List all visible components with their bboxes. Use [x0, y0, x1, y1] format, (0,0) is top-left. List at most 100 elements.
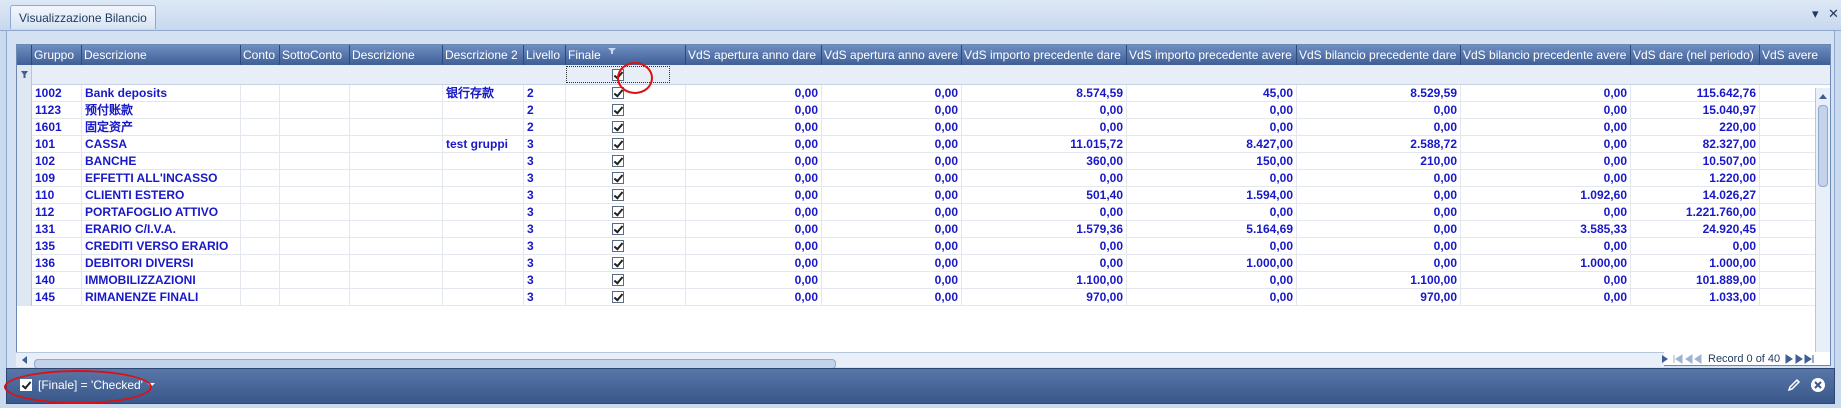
cell-descrizione2[interactable]: [443, 170, 524, 187]
cell-bil_prec_avere[interactable]: 0,00: [1461, 204, 1631, 221]
cell-bil_prec_dare[interactable]: 0,00: [1297, 255, 1461, 272]
cell-sottoconto[interactable]: [280, 187, 350, 204]
column-header-sottoconto[interactable]: SottoConto: [280, 45, 350, 65]
column-header-conto[interactable]: Conto: [241, 45, 280, 65]
cell-sottoconto[interactable]: [280, 255, 350, 272]
cell-imp_prec_avere[interactable]: 0,00: [1127, 289, 1297, 306]
cell-gruppo[interactable]: 135: [32, 238, 82, 255]
table-row[interactable]: 112 PORTAFOGLIO ATTIVO 3 0,00 0,00 0,00 0,00 0,…: [17, 204, 1830, 221]
nav-next-icon[interactable]: [1660, 354, 1670, 364]
cell-bil_prec_avere[interactable]: 0,00: [1461, 102, 1631, 119]
cell-descrizione_b[interactable]: [350, 255, 443, 272]
cell-apertura_avere[interactable]: 0,00: [822, 204, 962, 221]
cell-bil_prec_dare[interactable]: 0,00: [1297, 102, 1461, 119]
column-header-bil_prec_avere[interactable]: VdS bilancio precedente avere: [1461, 45, 1631, 65]
cell-livello[interactable]: 3: [524, 289, 566, 306]
finale-checkbox[interactable]: [612, 87, 624, 99]
cell-descrizione_b[interactable]: [350, 153, 443, 170]
cell-gruppo[interactable]: 112: [32, 204, 82, 221]
cell-imp_prec_avere[interactable]: 8.427,00: [1127, 136, 1297, 153]
cell-descrizione_b[interactable]: [350, 136, 443, 153]
clear-filter-icon[interactable]: [1810, 377, 1826, 393]
cell-gruppo[interactable]: 145: [32, 289, 82, 306]
cell-descrizione[interactable]: 固定资产: [82, 119, 241, 136]
cell-descrizione[interactable]: CREDITI VERSO ERARIO: [82, 238, 241, 255]
cell-apertura_dare[interactable]: 0,00: [686, 255, 822, 272]
cell-sottoconto[interactable]: [280, 289, 350, 306]
cell-livello[interactable]: 3: [524, 187, 566, 204]
cell-dare_periodo[interactable]: 101.889,00: [1631, 272, 1760, 289]
cell-dare_periodo[interactable]: 220,00: [1631, 119, 1760, 136]
finale-checkbox[interactable]: [612, 121, 624, 133]
column-header-bil_prec_dare[interactable]: VdS bilancio precedente dare: [1297, 45, 1461, 65]
cell-descrizione2[interactable]: 银行存款: [443, 85, 524, 102]
cell-livello[interactable]: 3: [524, 170, 566, 187]
cell-conto[interactable]: [241, 102, 280, 119]
cell-bil_prec_dare[interactable]: 0,00: [1297, 119, 1461, 136]
cell-bil_prec_avere[interactable]: 1.000,00: [1461, 255, 1631, 272]
cell-descrizione2[interactable]: [443, 272, 524, 289]
cell-apertura_avere[interactable]: 0,00: [822, 272, 962, 289]
cell-apertura_dare[interactable]: 0,00: [686, 238, 822, 255]
table-row[interactable]: 1002 Bank deposits 银行存款 2 0,00 0,00 8.574,59 45…: [17, 85, 1830, 102]
table-row[interactable]: 101 CASSA test gruppi 3 0,00 0,00 11.015,72 8.4…: [17, 136, 1830, 153]
cell-apertura_dare[interactable]: 0,00: [686, 85, 822, 102]
cell-descrizione[interactable]: BANCHE: [82, 153, 241, 170]
cell-apertura_dare[interactable]: 0,00: [686, 119, 822, 136]
cell-conto[interactable]: [241, 136, 280, 153]
cell-dare_periodo[interactable]: 24.920,45: [1631, 221, 1760, 238]
cell-conto[interactable]: [241, 170, 280, 187]
column-header-dare_periodo[interactable]: VdS dare (nel periodo): [1631, 45, 1760, 65]
column-header-apertura_avere[interactable]: VdS apertura anno avere: [822, 45, 962, 65]
row-indicator[interactable]: [17, 289, 32, 306]
cell-imp_prec_avere[interactable]: 1.594,00: [1127, 187, 1297, 204]
cell-dare_periodo[interactable]: 1.000,00: [1631, 255, 1760, 272]
column-header-descrizione2[interactable]: Descrizione 2: [443, 45, 524, 65]
cell-imp_prec_avere[interactable]: 150,00: [1127, 153, 1297, 170]
cell-finale[interactable]: [566, 238, 686, 255]
cell-finale[interactable]: [566, 272, 686, 289]
cell-gruppo[interactable]: 140: [32, 272, 82, 289]
finale-checkbox[interactable]: [612, 206, 624, 218]
cell-apertura_dare[interactable]: 0,00: [686, 187, 822, 204]
cell-sottoconto[interactable]: [280, 119, 350, 136]
row-indicator[interactable]: [17, 204, 32, 221]
cell-descrizione[interactable]: CLIENTI ESTERO: [82, 187, 241, 204]
cell-dare_periodo[interactable]: 10.507,00: [1631, 153, 1760, 170]
cell-imp_prec_avere[interactable]: 45,00: [1127, 85, 1297, 102]
cell-bil_prec_dare[interactable]: 1.100,00: [1297, 272, 1461, 289]
cell-descrizione_b[interactable]: [350, 170, 443, 187]
cell-apertura_dare[interactable]: 0,00: [686, 136, 822, 153]
cell-conto[interactable]: [241, 204, 280, 221]
table-row[interactable]: 145 RIMANENZE FINALI 3 0,00 0,00 970,00 0,00 97…: [17, 289, 1830, 306]
cell-apertura_avere[interactable]: 0,00: [822, 187, 962, 204]
cell-livello[interactable]: 2: [524, 119, 566, 136]
cell-descrizione2[interactable]: test gruppi: [443, 136, 524, 153]
cell-apertura_avere[interactable]: 0,00: [822, 289, 962, 306]
cell-bil_prec_avere[interactable]: 1.092,60: [1461, 187, 1631, 204]
cell-livello[interactable]: 3: [524, 204, 566, 221]
row-indicator[interactable]: [17, 170, 32, 187]
cell-finale[interactable]: [566, 102, 686, 119]
cell-apertura_dare[interactable]: 0,00: [686, 170, 822, 187]
cell-finale[interactable]: [566, 289, 686, 306]
table-row[interactable]: 1123 预付账款 2 0,00 0,00 0,00 0,00 0,00 0,00 15.040,…: [17, 102, 1830, 119]
cell-imp_prec_dare[interactable]: 360,00: [962, 153, 1127, 170]
cell-descrizione[interactable]: RIMANENZE FINALI: [82, 289, 241, 306]
cell-descrizione[interactable]: Bank deposits: [82, 85, 241, 102]
cell-apertura_dare[interactable]: 0,00: [686, 102, 822, 119]
cell-conto[interactable]: [241, 187, 280, 204]
cell-descrizione[interactable]: DEBITORI DIVERSI: [82, 255, 241, 272]
cell-bil_prec_avere[interactable]: 0,00: [1461, 170, 1631, 187]
cell-sottoconto[interactable]: [280, 238, 350, 255]
cell-gruppo[interactable]: 101: [32, 136, 82, 153]
cell-imp_prec_dare[interactable]: 0,00: [962, 238, 1127, 255]
cell-sottoconto[interactable]: [280, 221, 350, 238]
cell-bil_prec_avere[interactable]: 0,00: [1461, 119, 1631, 136]
cell-imp_prec_dare[interactable]: 0,00: [962, 102, 1127, 119]
cell-descrizione[interactable]: EFFETTI ALL'INCASSO: [82, 170, 241, 187]
cell-descrizione[interactable]: ERARIO C/I.V.A.: [82, 221, 241, 238]
cell-apertura_avere[interactable]: 0,00: [822, 255, 962, 272]
cell-livello[interactable]: 3: [524, 255, 566, 272]
cell-dare_periodo[interactable]: 1.220,00: [1631, 170, 1760, 187]
